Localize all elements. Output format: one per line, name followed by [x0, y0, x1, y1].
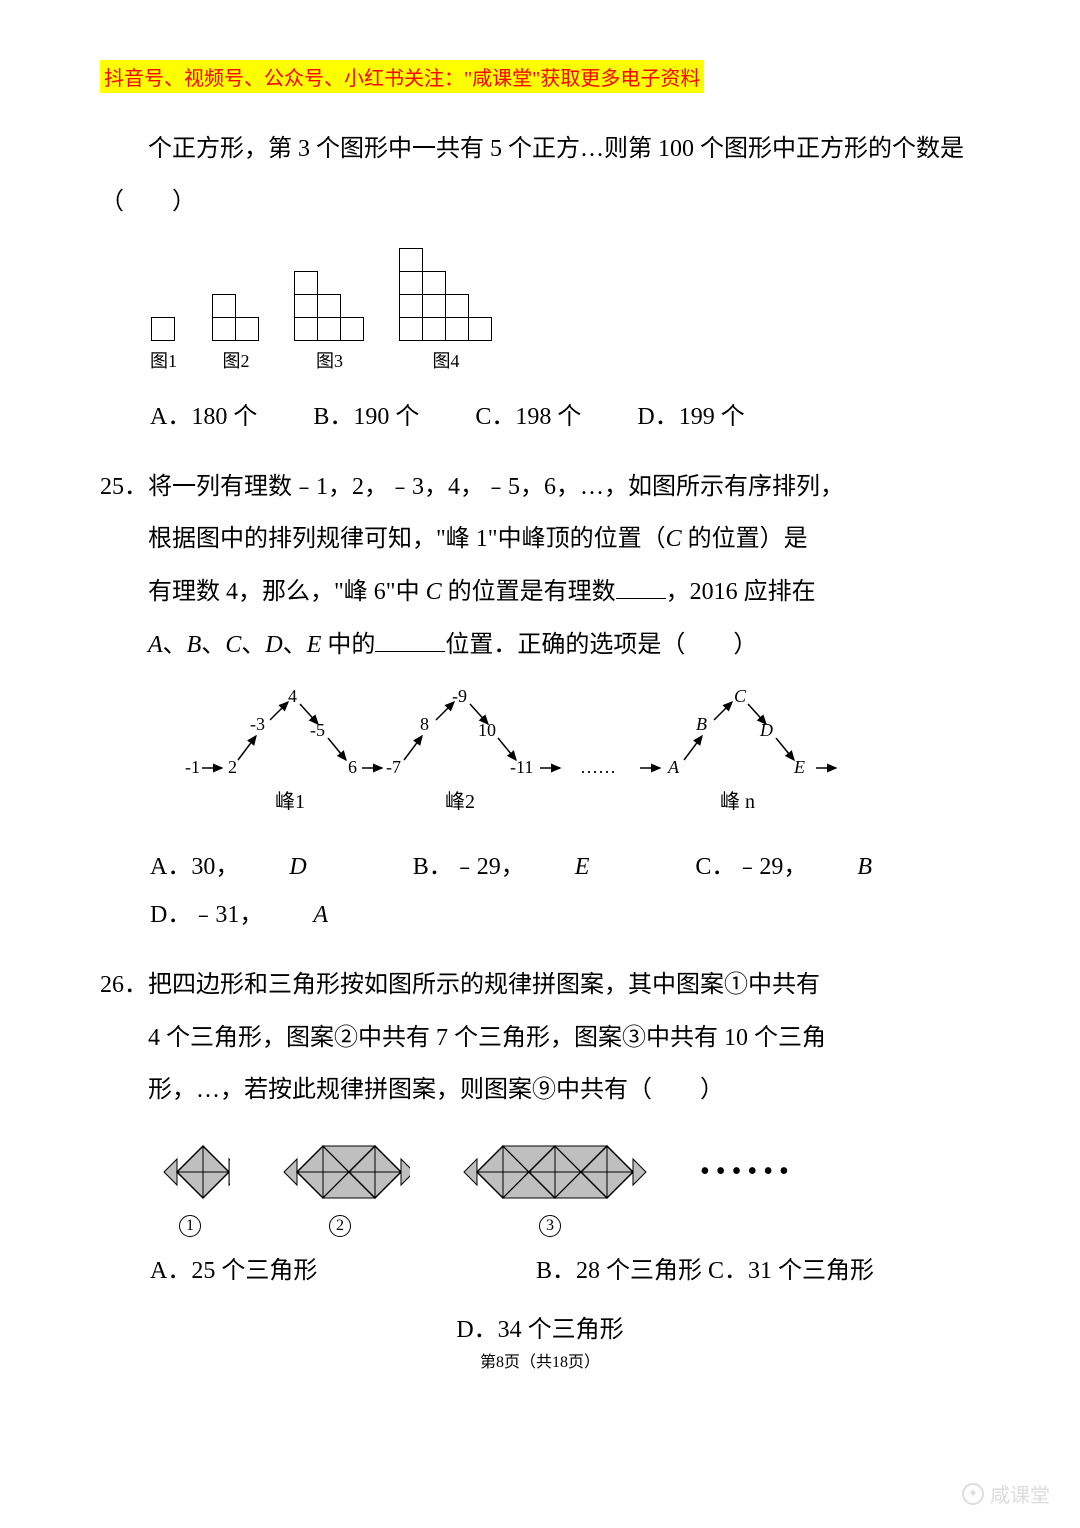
q24-fig1-grid — [152, 318, 175, 341]
svg-text:D: D — [759, 720, 773, 740]
q26-opt-d: D．34 个三角形 — [100, 1309, 980, 1344]
q24-figures: 图1 图2 图3 图4 — [150, 249, 980, 373]
q24-fig4-label: 图4 — [433, 347, 460, 373]
svg-text:E: E — [793, 757, 805, 777]
q25-opt-a: A．30，D — [150, 843, 357, 891]
q24-fig3-grid — [295, 272, 364, 341]
q24-fig1-label: 图1 — [150, 347, 177, 373]
q26-circ3: 3 — [539, 1215, 561, 1237]
q26-line1: 26．把四边形和三角形按如图所示的规律拼图案，其中图案①中共有 — [100, 959, 980, 1012]
q26-l1: 把四边形和三角形按如图所示的规律拼图案，其中图案①中共有 — [148, 972, 820, 998]
q25-blank2 — [375, 623, 445, 652]
q24-options: A．180 个 B．190 个 C．198 个 D．199 个 — [150, 393, 980, 441]
q25-l3b: 的位置是有理数 — [442, 579, 616, 605]
q25-letter-c1: C — [666, 526, 682, 552]
page-footer: 第8页（共18页） — [100, 1348, 980, 1372]
q25-opt-c: C．﹣29，B — [695, 843, 922, 891]
q25-blank1 — [616, 570, 666, 599]
q25-line1: 25．将一列有理数﹣1，2，﹣3，4，﹣5，6，…，如图所示有序排列， — [100, 461, 980, 514]
q25-num: 25． — [100, 474, 148, 500]
svg-text:6: 6 — [348, 757, 357, 777]
q24-fig2-grid — [213, 295, 259, 341]
svg-text:-7: -7 — [386, 757, 401, 777]
svg-text:B: B — [696, 714, 707, 734]
q25-l3a: 有理数 4，那么，"峰 6"中 — [148, 579, 426, 605]
q24-fig2-label: 图2 — [223, 347, 250, 373]
q24-continuation: 个正方形，第 3 个图形中一共有 5 个正方…则第 100 个图形中正方形的个数… — [100, 123, 980, 229]
svg-text:峰 n: 峰 n — [720, 790, 755, 813]
q24-opt-d: D．199 个 — [637, 393, 744, 441]
q25-l4c: 位置．正确的选项是（ ） — [445, 632, 757, 658]
svg-text:-9: -9 — [452, 688, 467, 706]
q25-line2: 根据图中的排列规律可知，"峰 1"中峰顶的位置（C 的位置）是 — [100, 513, 980, 566]
q24-opt-b: B．190 个 — [313, 393, 419, 441]
q25-peaks-diagram: -1 2 -3 4 -5 6 峰1 -7 8 -9 10 -11 峰2 …… A… — [180, 688, 880, 828]
q25-letter-c2: C — [426, 579, 442, 605]
q25-le: E — [307, 632, 322, 658]
q26-dots: •••••• — [700, 1156, 795, 1218]
q25-l2b: 的位置）是 — [682, 526, 808, 552]
q26-opt-a: A．25 个三角形 — [150, 1247, 530, 1295]
svg-text:2: 2 — [228, 757, 237, 777]
svg-text:4: 4 — [288, 688, 297, 706]
svg-text:峰1: 峰1 — [275, 790, 305, 813]
q25-line4: A、B、C、D、E 中的位置．正确的选项是（ ） — [100, 619, 980, 672]
q26-fig1 — [150, 1137, 230, 1207]
q25-opt-d: D．﹣31，A — [150, 891, 378, 939]
svg-text:……: …… — [580, 757, 616, 777]
q24-opt-c: C．198 个 — [475, 393, 581, 441]
promo-banner: 抖音号、视频号、公众号、小红书关注："咸课堂"获取更多电子资料 — [100, 60, 704, 93]
q24-fig3-label: 图3 — [316, 347, 343, 373]
svg-text:-3: -3 — [250, 714, 265, 734]
svg-text:峰2: 峰2 — [445, 790, 475, 813]
q26-fig3 — [450, 1137, 650, 1207]
watermark-text: 咸课堂 — [990, 1479, 1050, 1508]
q26-figures: 1 2 3 •••••• — [150, 1137, 980, 1237]
q25-line3: 有理数 4，那么，"峰 6"中 C 的位置是有理数 ，2016 应排在 — [100, 566, 980, 619]
q26-line2: 4 个三角形，图案②中共有 7 个三角形，图案③中共有 10 个三角 — [100, 1012, 980, 1065]
q25-lb: B — [187, 632, 202, 658]
q25-lc: C — [225, 632, 241, 658]
svg-text:A: A — [667, 757, 680, 777]
q24-opt-a: A．180 个 — [150, 393, 257, 441]
q25-l1: 将一列有理数﹣1，2，﹣3，4，﹣5，6，…，如图所示有序排列， — [148, 474, 844, 500]
svg-text:10: 10 — [478, 720, 496, 740]
svg-text:8: 8 — [420, 714, 429, 734]
q26-line3: 形，…，若按此规律拼图案，则图案⑨中共有（ ） — [100, 1064, 980, 1117]
q26-circ1: 1 — [179, 1215, 201, 1237]
q26-opt-c: C．31 个三角形 — [708, 1258, 874, 1284]
q25-opt-b: B．﹣29，E — [413, 843, 640, 891]
q25-la: A — [148, 632, 163, 658]
svg-text:-5: -5 — [310, 720, 325, 740]
svg-text:-11: -11 — [510, 757, 533, 777]
q26-circ2: 2 — [329, 1215, 351, 1237]
q25-l4b: 中的 — [321, 632, 375, 658]
q26-opt-b: B．28 个三角形 — [536, 1258, 702, 1284]
q26-options-line1: A．25 个三角形 B．28 个三角形 C．31 个三角形 — [150, 1247, 980, 1295]
q25-l3c: ，2016 应排在 — [666, 579, 816, 605]
watermark-icon: ✦ — [962, 1483, 984, 1505]
q25-l2a: 根据图中的排列规律可知，"峰 1"中峰顶的位置（ — [148, 526, 666, 552]
q26-fig2 — [270, 1137, 410, 1207]
watermark: ✦ 咸课堂 — [962, 1479, 1050, 1508]
q24-fig4-grid — [400, 249, 492, 341]
q25-ld: D — [265, 632, 282, 658]
svg-text:-1: -1 — [185, 757, 200, 777]
q25-options: A．30，D B．﹣29，E C．﹣29，B D．﹣31，A — [150, 843, 980, 939]
svg-text:C: C — [734, 688, 747, 706]
q26-num: 26． — [100, 972, 148, 998]
